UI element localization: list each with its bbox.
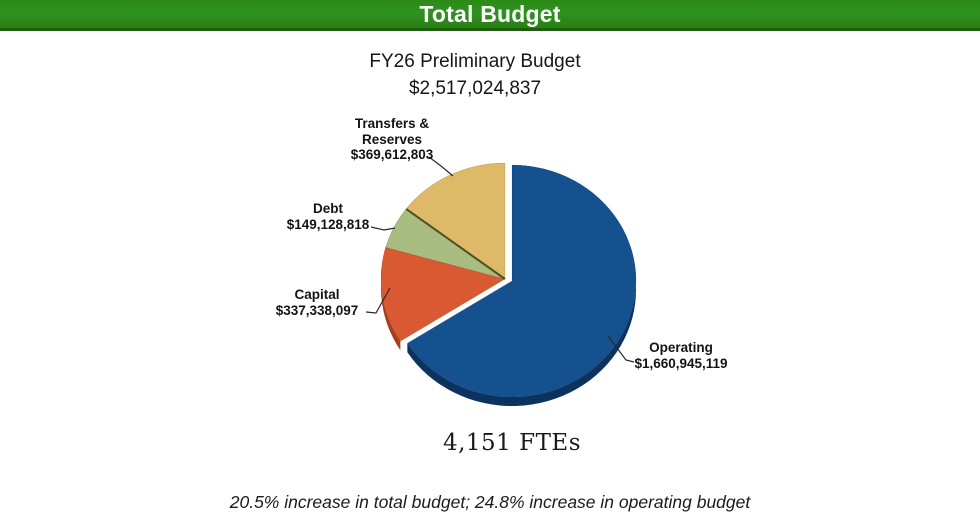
slice-callout-line: Transfers & xyxy=(354,116,430,131)
slice-callout-line: Operating xyxy=(649,340,713,355)
pie-slice-operating xyxy=(406,164,637,398)
pie-slice-side-capital xyxy=(381,247,401,351)
header-bar: Total Budget xyxy=(0,0,980,31)
slice-callout-line: $337,338,097 xyxy=(275,302,359,318)
slice-callout-line: Reserves xyxy=(361,131,423,147)
fte-count: 4,151 FTEs xyxy=(442,430,582,456)
slice-callout-capital: Capital $337,338,097 xyxy=(276,287,359,318)
pie-slice-capital xyxy=(380,247,506,342)
slice-callout-line: Capital xyxy=(294,287,340,302)
chart-title-text: FY26 Preliminary Budget xyxy=(369,51,581,72)
leader-line-operating xyxy=(607,335,635,363)
footnote: 20.5% increase in total budget; 24.8% in… xyxy=(229,492,751,512)
pie-slice-transfers-reserves xyxy=(405,162,506,280)
chart-title-total: $2,517,024,837 xyxy=(408,78,542,99)
slice-callout-line: $1,660,945,119 xyxy=(634,355,728,371)
pie-slice-side-debt xyxy=(385,208,407,257)
slice-callout-transfers-reserves: Transfers & Reserves $369,612,803 xyxy=(351,116,434,163)
pie-slice-side-transfers-reserves xyxy=(406,163,505,218)
pie-slice-side-operating xyxy=(407,165,637,406)
leader-line-debt xyxy=(370,226,396,231)
slice-callout-line: Debt xyxy=(313,201,343,216)
slice-callout-operating: Operating $1,660,945,119 xyxy=(634,340,727,371)
page-title: Total Budget xyxy=(419,1,561,27)
slice-callout-debt: Debt $149,128,818 xyxy=(287,201,370,232)
slice-divider-line xyxy=(405,208,506,280)
leader-line-capital xyxy=(365,287,391,314)
slice-callout-line: $149,128,818 xyxy=(286,216,370,232)
chart-title: FY26 Preliminary Budget $2,517,024,837 xyxy=(255,48,695,102)
slice-callout-line: $369,612,803 xyxy=(350,147,434,162)
pie-slice-debt xyxy=(385,208,506,280)
